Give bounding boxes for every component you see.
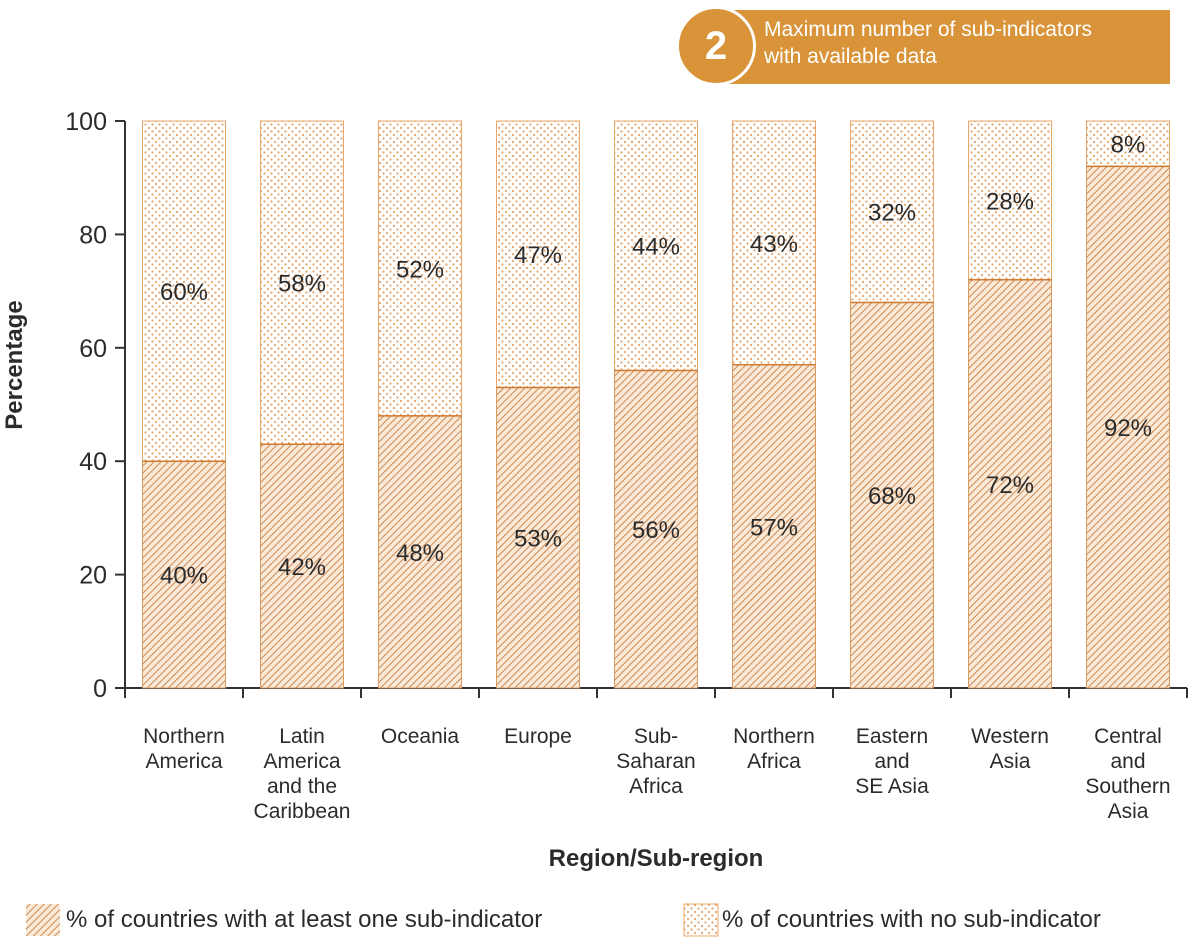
bar-value-label-lower: 48%	[396, 540, 444, 567]
y-tick-label: 60	[79, 335, 107, 363]
bar-value-label-upper: 58%	[278, 271, 326, 298]
bar-segment-at-least-one	[1086, 165, 1170, 689]
legend-swatch-dots	[683, 903, 719, 937]
bar-value-label-lower: 72%	[986, 472, 1034, 499]
bar-segment-no-subindicator	[496, 120, 580, 388]
x-category-label: Sub-Saharan Africa	[616, 725, 695, 798]
y-axis-title: Percentage	[1, 300, 28, 429]
category-labels: Northern America Latin America and the Caribb…	[143, 725, 1170, 823]
x-category-label: Western Asia	[971, 725, 1049, 773]
badge: 2 Maximum number of sub-indicators with …	[676, 6, 1170, 86]
x-category-label: Northern Africa	[733, 725, 815, 773]
y-tick-label: 40	[79, 448, 107, 476]
bar-value-label-upper: 28%	[986, 188, 1034, 215]
bar-value-label-upper: 60%	[160, 279, 208, 306]
bar-value-label-lower: 42%	[278, 554, 326, 581]
y-tick-label: 80	[79, 221, 107, 249]
x-category-label: Oceania	[381, 725, 460, 748]
bar-value-label-upper: 47%	[514, 242, 562, 269]
badge-text-line1: Maximum number of sub-indicators	[764, 18, 1092, 41]
bar-value-label-upper: 32%	[868, 200, 916, 227]
x-category-label: Northern America	[143, 725, 225, 773]
bar-segment-at-least-one	[968, 279, 1052, 689]
bar-value-label-lower: 53%	[514, 526, 562, 553]
legend-item-2: % of countries with no sub-indicator	[722, 902, 1101, 938]
bar-segment-no-subindicator	[260, 120, 344, 445]
bar-segment-at-least-one	[850, 301, 934, 689]
legend-label-1: % of countries with at least one sub-ind…	[66, 906, 543, 933]
x-axis-title: Region/Sub-region	[549, 845, 764, 872]
bar-segment-at-least-one	[496, 386, 580, 689]
bar-segment-no-subindicator	[732, 120, 816, 366]
badge-number-circle: 2	[676, 6, 756, 86]
bar-segment-no-subindicator	[1086, 120, 1170, 167]
bar-value-label-upper: 44%	[632, 234, 680, 261]
bar-value-label-lower: 56%	[632, 517, 680, 544]
y-tick-label: 20	[79, 562, 107, 590]
bar-segment-no-subindicator	[142, 120, 226, 462]
bar-value-label-lower: 40%	[160, 563, 208, 590]
bar-value-label-lower: 57%	[750, 514, 798, 541]
x-axis	[124, 687, 1188, 698]
bar-value-label-lower: 92%	[1104, 415, 1152, 442]
bar-segment-at-least-one	[614, 369, 698, 689]
badge-text-line2: with available data	[764, 45, 937, 68]
bar-value-label-lower: 68%	[868, 483, 916, 510]
bar-segment-no-subindicator	[968, 120, 1052, 281]
x-category-label: Eastern and SE Asia	[855, 725, 929, 798]
bar-segment-at-least-one	[260, 443, 344, 689]
x-category-label: Central and Southern Asia	[1085, 725, 1170, 823]
x-category-label: Latin America and the Caribbean	[254, 725, 351, 823]
bar-segment-no-subindicator	[850, 120, 934, 303]
y-tick-label: 0	[93, 675, 107, 703]
bar-value-label-upper: 8%	[1111, 132, 1146, 159]
bar-segment-no-subindicator	[614, 120, 698, 371]
bar-segment-no-subindicator	[378, 120, 462, 417]
bar-value-label-upper: 43%	[750, 231, 798, 258]
legend-item-1: % of countries with at least one sub-ind…	[66, 902, 542, 938]
y-tick-label: 100	[65, 108, 107, 136]
legend-label-2: % of countries with no sub-indicator	[722, 906, 1101, 933]
bar-labels: 40% 60% 42% 58% 48% 52% 53% 47% 56% 44% 57% 43% 68% 3…	[160, 132, 1152, 590]
x-category-label: Europe	[504, 725, 572, 748]
badge-bar	[716, 10, 1170, 84]
y-axis: 0 20 40 60 80 100	[65, 108, 126, 703]
bars	[142, 120, 1170, 689]
legend-swatch-hatch	[26, 904, 60, 936]
bar-value-label-upper: 52%	[396, 256, 444, 283]
badge-number: 2	[704, 23, 728, 68]
badge-text: Maximum number of sub-indicators with av…	[764, 16, 1092, 70]
bar-segment-at-least-one	[378, 415, 462, 689]
